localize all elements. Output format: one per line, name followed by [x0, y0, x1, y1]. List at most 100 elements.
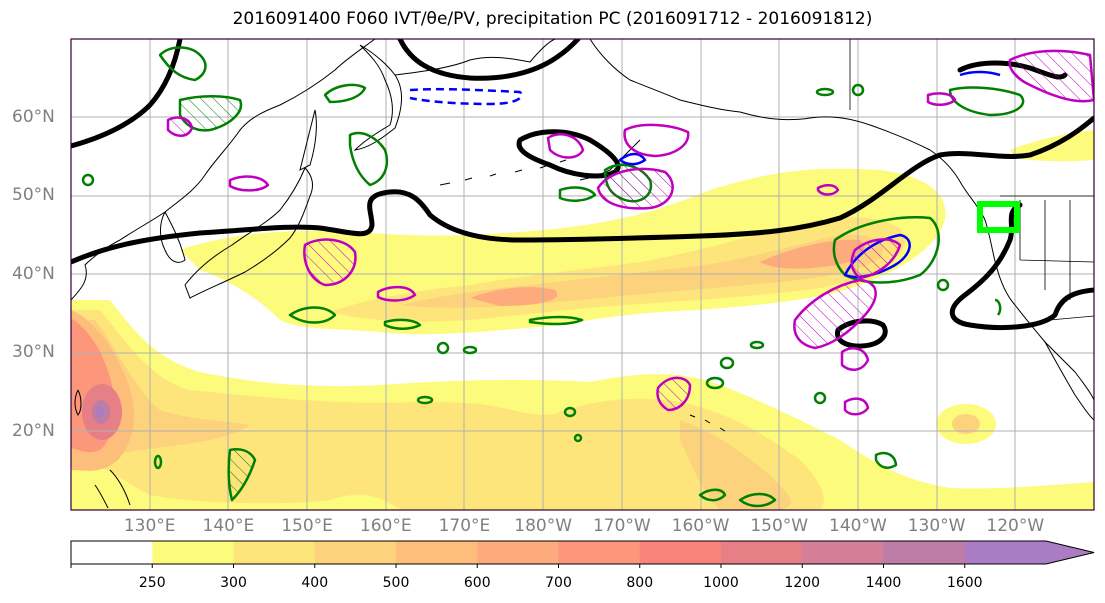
lat-label: 60°N: [12, 106, 55, 127]
ivt-plume-north-600: [470, 287, 558, 306]
lon-label: 150°W: [750, 516, 809, 536]
pv-green-10: [832, 216, 940, 284]
pv-blue-1: [409, 87, 523, 106]
pv-dot-10: [813, 391, 827, 405]
colorbar-segment: [152, 541, 234, 564]
coast-asia-mainland: [71, 39, 376, 301]
pv-green-9: [528, 315, 584, 326]
precip-1: [166, 116, 194, 137]
pv-green-13: [698, 488, 727, 502]
coast-philippines: [94, 469, 131, 509]
colorbar-segment: [314, 541, 397, 564]
lon-label: 170°W: [592, 516, 651, 536]
lat-label: 40°N: [12, 263, 55, 284]
lon-label: 130°E: [123, 516, 176, 536]
precip-contours: [166, 49, 1094, 416]
colorbar-tick-label: 1200: [784, 575, 821, 591]
pv-green-3: [323, 83, 367, 104]
coast-baja: [1044, 341, 1094, 421]
colorbar-tick-label: 1600: [946, 575, 983, 591]
lon-label: 140°W: [829, 516, 887, 536]
coast-aleutians: [439, 159, 567, 186]
colorbar-segment: [802, 541, 884, 564]
pv-green-12: [948, 86, 1025, 117]
theta-e-west-north: [71, 39, 183, 149]
pv-green-7: [288, 306, 337, 324]
colorbar-tick-label: 500: [382, 575, 410, 591]
pv-green-5: [558, 186, 597, 202]
precip-13: [656, 376, 692, 412]
colorbar-extend: [1046, 541, 1094, 564]
precip-11: [840, 347, 870, 371]
coastlines: [71, 39, 1094, 509]
pv-green-8: [383, 318, 422, 330]
theta-e-aleutian-low: [516, 129, 621, 179]
colorbar: [70, 540, 1095, 568]
precip-2: [228, 175, 270, 192]
pv-dot-9: [749, 340, 765, 350]
ivt-plume-north-600b: [760, 239, 865, 269]
lat-label: 20°N: [12, 420, 55, 441]
lon-label: 180°W: [514, 516, 573, 536]
ivt-blob-east-inner: [952, 414, 980, 434]
pv-dot-12: [153, 454, 163, 470]
pv-dot-8: [719, 356, 735, 370]
lon-label: 140°E: [202, 516, 255, 536]
precip-5: [546, 133, 585, 159]
pv-green-1: [158, 46, 207, 82]
colorbar-tick-label: 700: [545, 575, 572, 591]
coast-kamchatka: [353, 44, 402, 151]
precip-15: [1008, 49, 1094, 103]
colorbar-segment: [396, 541, 478, 564]
pv-green-11: [227, 448, 257, 502]
pv-dot-4: [436, 341, 450, 355]
precip-4: [376, 285, 417, 302]
coast-alaska: [589, 39, 931, 151]
pv-dot-3: [851, 83, 865, 97]
colorbar-segment: [558, 541, 641, 564]
pv-dot-6: [416, 395, 434, 405]
ivt-south-400b: [680, 420, 791, 510]
colorbar-segment: [964, 541, 1047, 564]
colorbar-segment: [71, 541, 153, 564]
precip-8: [816, 184, 840, 196]
chart-title: 2016091400 F060 IVT/θe/PV, precipitation…: [232, 9, 873, 29]
theta-e-east: [950, 202, 1094, 331]
precip-3: [303, 238, 357, 287]
border-us-states: [1019, 200, 1094, 300]
lat-label: 50°N: [12, 185, 55, 205]
colorbar-segment: [639, 541, 722, 564]
ivt-south-300: [71, 310, 824, 510]
colorbar-tick-label: 1400: [865, 575, 902, 591]
pv-blue-4: [959, 70, 1001, 77]
pv-green-14: [738, 492, 777, 508]
precip-9: [793, 278, 877, 350]
theta-e-main: [71, 115, 1094, 265]
lon-label: 160°W: [671, 516, 730, 536]
pv-dot-1: [81, 173, 95, 187]
lon-label: 150°E: [281, 516, 333, 536]
lat-label: 30°N: [12, 342, 55, 362]
colorbar-tick-label: 250: [138, 575, 166, 591]
colorbar-tick-label: 300: [220, 575, 247, 591]
pv-dot-2: [815, 87, 835, 97]
coast-sakhalin: [299, 109, 317, 171]
pv-dot-11: [936, 278, 950, 292]
pv-green-15: [874, 451, 898, 469]
theta-e-closed-north: [397, 39, 581, 81]
pv-green-4: [348, 131, 389, 187]
colorbar-segment: [883, 541, 966, 564]
precip-14: [926, 92, 957, 106]
map-frame: [70, 38, 1095, 511]
pv-green-16: [994, 298, 1002, 316]
colorbar-tick-label: 400: [301, 575, 329, 591]
border-us-mexico: [1049, 315, 1094, 321]
colorbar-tick-label: 600: [463, 575, 491, 591]
lon-label: 120°W: [986, 516, 1045, 536]
ivt-typhoon-1600: [96, 407, 104, 417]
lon-label: 160°E: [359, 516, 412, 536]
colorbar-segment: [477, 541, 559, 564]
colorbar-tick-label: 1000: [703, 575, 739, 591]
pv-dot-14: [705, 376, 725, 390]
